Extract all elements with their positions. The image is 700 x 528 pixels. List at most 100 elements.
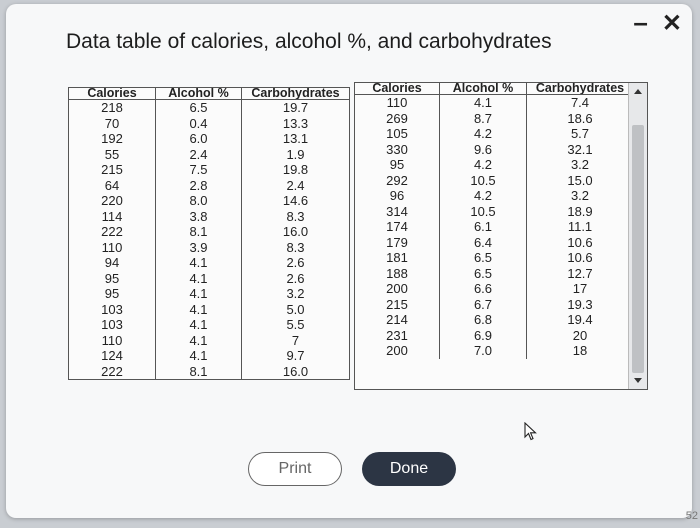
table-row: 174 6.1 11.1	[355, 219, 633, 235]
cell-alcohol: 8.1	[155, 224, 242, 240]
cell-alcohol: 3.9	[155, 239, 242, 255]
cell-carbohydrates: 18	[526, 343, 633, 359]
cell-carbohydrates: 14.6	[241, 193, 350, 209]
cell-carbohydrates: 12.7	[526, 265, 633, 281]
table-body-left: 218 6.5 19.7 70 0.4 13.3 192 6.0 13.1 55 2.4 1.9 215…	[69, 99, 350, 380]
cell-alcohol: 4.1	[155, 348, 242, 364]
cell-alcohol: 2.8	[155, 177, 242, 193]
cell-carbohydrates: 3.2	[526, 188, 633, 204]
cell-carbohydrates: 2.6	[241, 255, 350, 271]
cell-carbohydrates: 1.9	[241, 146, 350, 162]
table-row: 95 4.1 2.6	[69, 270, 350, 286]
cell-carbohydrates: 16.0	[241, 363, 350, 380]
table-row: 110 4.1 7.4	[355, 94, 633, 111]
cell-alcohol: 9.6	[439, 141, 527, 157]
table-row: 103 4.1 5.0	[69, 301, 350, 317]
scrollbar-thumb[interactable]	[632, 125, 644, 373]
cell-alcohol: 2.4	[155, 146, 242, 162]
table-row: 55 2.4 1.9	[69, 146, 350, 162]
cell-alcohol: 6.4	[439, 234, 527, 250]
cell-calories: 215	[101, 162, 123, 177]
cell-alcohol: 6.5	[155, 99, 242, 116]
cell-carbohydrates: 9.7	[241, 348, 350, 364]
column-header-alcohol: Alcohol %	[155, 87, 242, 100]
table-row: 200 7.0 18	[355, 343, 633, 359]
page-number: 52	[685, 510, 698, 522]
vertical-scrollbar[interactable]	[628, 83, 647, 389]
table-row: 222 8.1 16.0	[69, 363, 350, 380]
print-button[interactable]: Print	[248, 452, 342, 486]
cell-calories: 174	[386, 219, 408, 234]
cell-calories: 110	[101, 239, 123, 255]
cell-carbohydrates: 5.0	[241, 301, 350, 317]
table-row: 114 3.8 8.3	[69, 208, 350, 224]
table-row: 103 4.1 5.5	[69, 317, 350, 333]
table-row: 330 9.6 32.1	[355, 141, 633, 157]
cell-alcohol: 7.5	[155, 162, 242, 178]
cell-carbohydrates: 5.7	[526, 126, 633, 142]
table-body-right: 110 4.1 7.4 269 8.7 18.6 105 4.2 5.7 330 9.6 32.1 95…	[355, 94, 633, 359]
table-row: 200 6.6 17	[355, 281, 633, 297]
cell-carbohydrates: 18.6	[526, 110, 633, 126]
cell-alcohol: 6.5	[439, 265, 527, 281]
cell-carbohydrates: 32.1	[526, 141, 633, 157]
scroll-down-arrow-icon[interactable]	[634, 378, 642, 383]
table-row: 70 0.4 13.3	[69, 115, 350, 131]
cell-carbohydrates: 17	[526, 281, 633, 297]
cell-alcohol: 4.1	[155, 332, 242, 348]
cell-alcohol: 3.8	[155, 208, 242, 224]
cell-calories: 103	[101, 301, 123, 317]
cell-calories: 215	[386, 296, 408, 312]
cell-calories: 214	[386, 312, 408, 327]
table-row: 188 6.5 12.7	[355, 265, 633, 281]
table-row: 110 4.1 7	[69, 332, 350, 348]
table-row: 179 6.4 10.6	[355, 234, 633, 250]
cell-carbohydrates: 5.5	[241, 317, 350, 333]
cell-calories: 231	[386, 327, 408, 343]
cell-alcohol: 0.4	[155, 115, 242, 131]
table-row: 218 6.5 19.7	[69, 99, 350, 116]
table-row: 292 10.5 15.0	[355, 172, 633, 188]
table-row: 269 8.7 18.6	[355, 110, 633, 126]
table-row: 64 2.8 2.4	[69, 177, 350, 193]
scroll-table-container[interactable]: Calories Alcohol % Carbohydrates 110 4.1 7…	[354, 82, 648, 390]
cell-carbohydrates: 13.3	[241, 115, 350, 131]
scroll-up-arrow-icon[interactable]	[634, 89, 642, 94]
table-row: 192 6.0 13.1	[69, 131, 350, 147]
cell-calories: 110	[386, 95, 408, 110]
cell-calories: 64	[104, 177, 120, 193]
cell-alcohol: 6.0	[155, 131, 242, 147]
table-row: 110 3.9 8.3	[69, 239, 350, 255]
cell-carbohydrates: 11.1	[526, 219, 633, 235]
cell-calories: 269	[386, 110, 408, 126]
close-icon[interactable]: ✕	[661, 10, 682, 37]
cell-carbohydrates: 13.1	[241, 131, 350, 147]
cell-carbohydrates: 16.0	[241, 224, 350, 240]
cell-carbohydrates: 19.8	[241, 162, 350, 178]
cell-alcohol: 6.1	[439, 219, 527, 235]
column-header-carbohydrates: Carbohydrates	[526, 83, 633, 95]
dialog-title: Data table of calories, alcohol %, and c…	[66, 30, 552, 53]
done-button[interactable]: Done	[362, 452, 456, 486]
mouse-pointer-icon	[524, 422, 537, 441]
cell-calories: 55	[104, 146, 120, 162]
cell-calories: 103	[101, 317, 123, 332]
column-header-carbohydrates: Carbohydrates	[241, 87, 350, 100]
minus-icon[interactable]: –	[633, 7, 648, 37]
cell-calories: 179	[386, 234, 408, 250]
table-row: 96 4.2 3.2	[355, 188, 633, 204]
table-row: 181 6.5 10.6	[355, 250, 633, 266]
cell-carbohydrates: 2.4	[241, 177, 350, 193]
cell-alcohol: 8.1	[155, 363, 242, 380]
cell-calories: 218	[101, 100, 123, 115]
cell-calories: 292	[386, 172, 408, 188]
cell-calories: 105	[386, 126, 408, 141]
table-row: 314 10.5 18.9	[355, 203, 633, 219]
cell-calories: 96	[389, 188, 405, 203]
cell-calories: 222	[101, 363, 123, 379]
data-table-left: Calories Alcohol % Carbohydrates 218 6.5 1…	[68, 87, 350, 380]
column-header-alcohol: Alcohol %	[439, 83, 527, 95]
cell-alcohol: 6.9	[439, 327, 527, 343]
cell-alcohol: 8.0	[155, 193, 242, 209]
cell-calories: 94	[104, 255, 120, 270]
